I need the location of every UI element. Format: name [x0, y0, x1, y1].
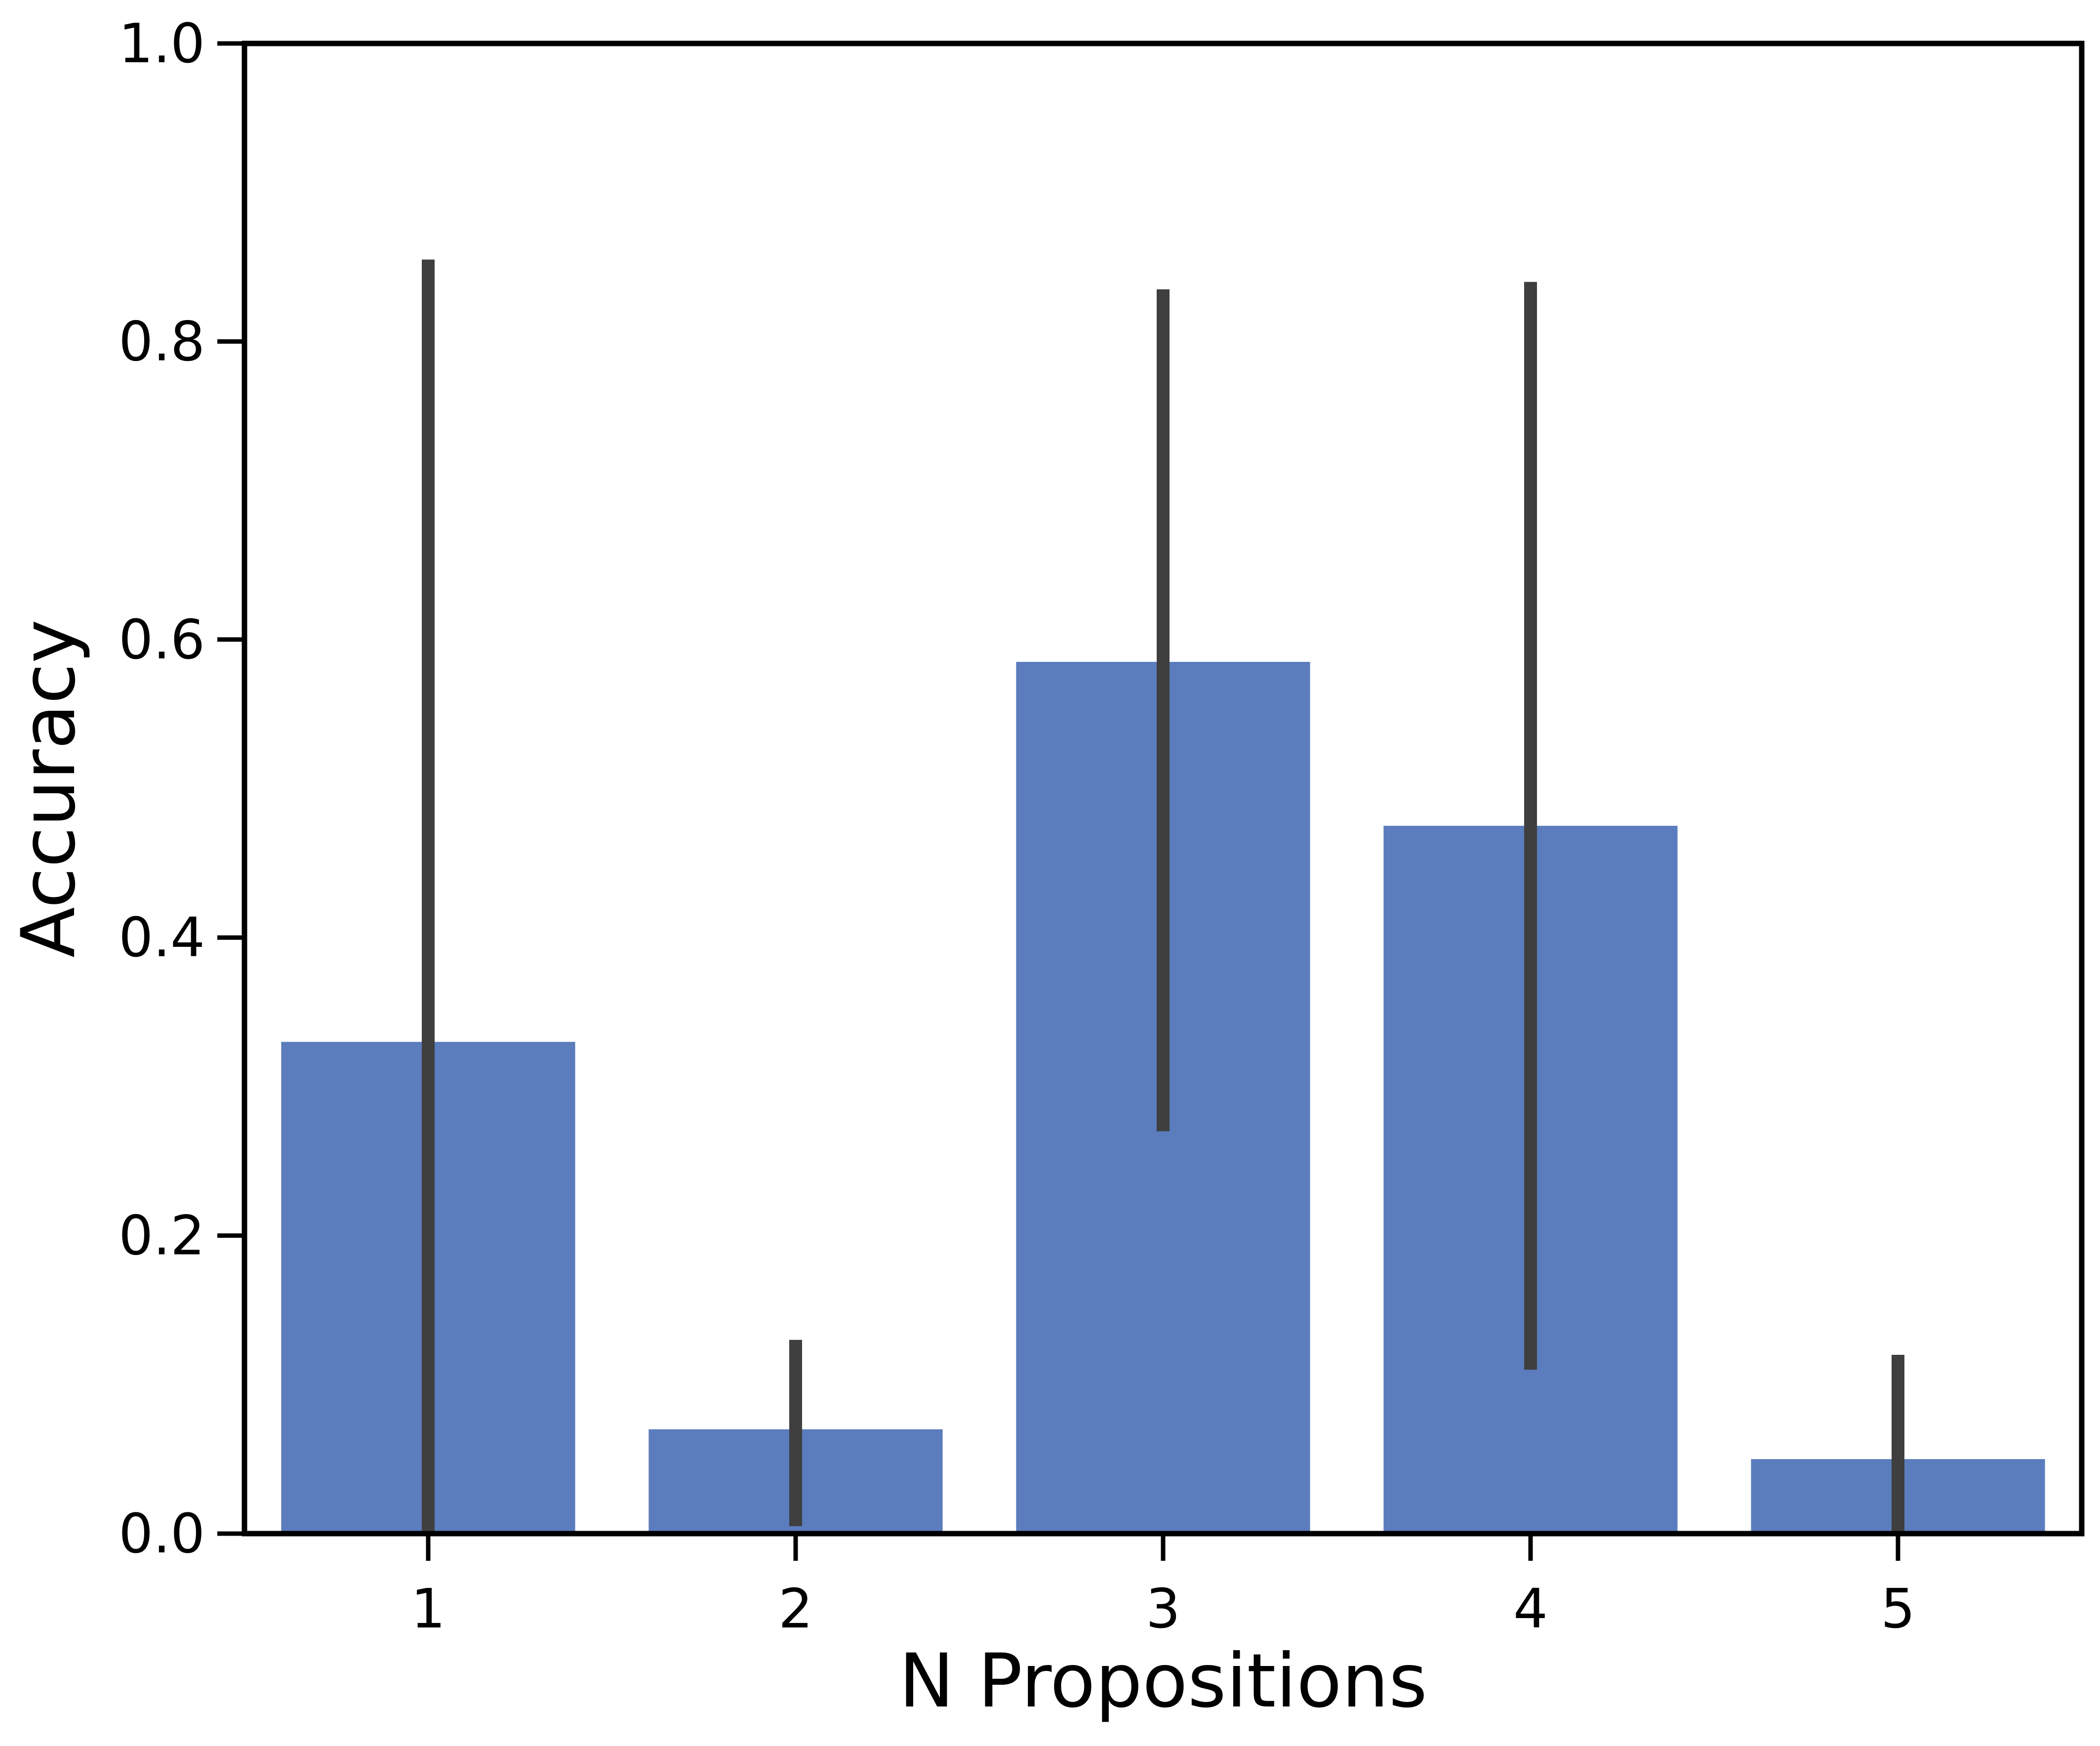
y-tick-label: 0.6 — [119, 608, 205, 671]
x-tick-label: 4 — [1513, 1577, 1548, 1640]
x-tick-label: 1 — [411, 1577, 445, 1640]
y-axis-label: Accuracy — [6, 619, 92, 958]
y-tick-label: 0.2 — [119, 1204, 205, 1267]
y-axis-ticks: 0.0 0.2 0.4 0.6 0.8 1.0 — [119, 12, 244, 1565]
x-tick-label: 2 — [778, 1577, 813, 1640]
x-axis-label: N Propositions — [899, 1638, 1427, 1724]
y-tick-label: 0.4 — [119, 906, 205, 969]
y-tick-label: 0.0 — [119, 1502, 205, 1565]
y-tick-label: 0.8 — [119, 310, 205, 373]
x-axis-ticks: 1 2 3 4 5 — [411, 1534, 1915, 1640]
x-tick-label: 3 — [1146, 1577, 1180, 1640]
y-tick-label: 1.0 — [119, 12, 205, 75]
x-tick-label: 5 — [1881, 1577, 1915, 1640]
error-bars-layer — [422, 259, 1904, 1534]
